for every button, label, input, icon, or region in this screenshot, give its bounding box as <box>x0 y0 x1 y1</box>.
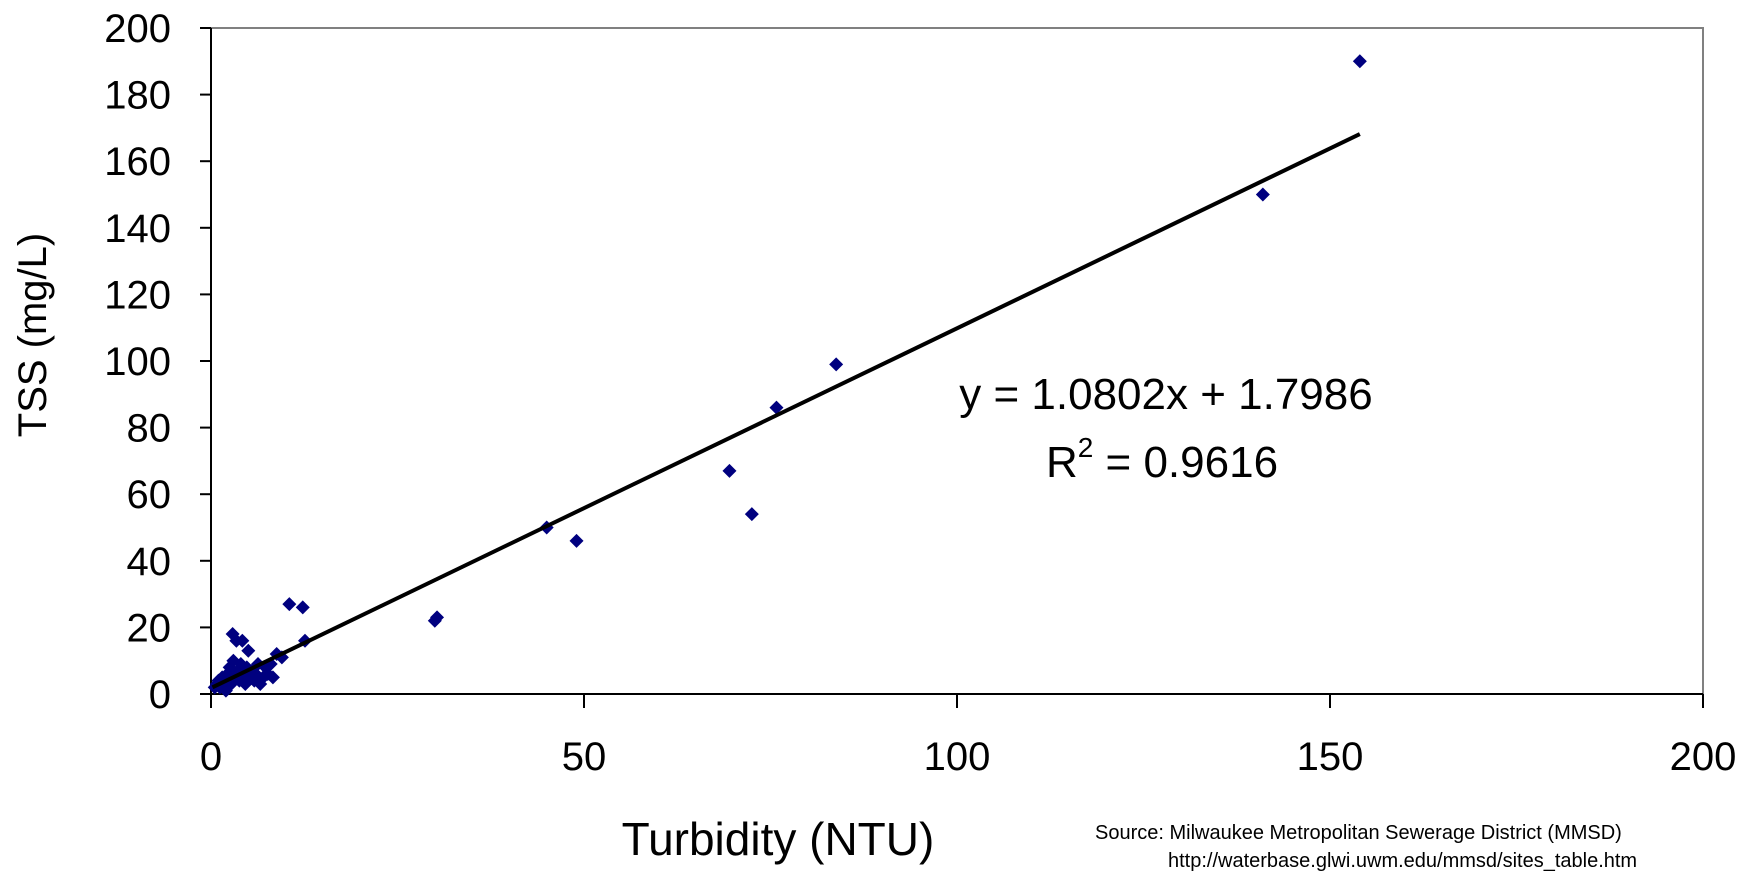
plot-area-border <box>210 27 1704 695</box>
trendline <box>211 132 1361 690</box>
data-point <box>829 357 844 372</box>
data-point <box>769 400 784 415</box>
data-point <box>241 643 256 658</box>
x-axis-label: Turbidity (NTU) <box>622 813 935 865</box>
y-tick-label: 180 <box>104 74 171 118</box>
r-squared-superscript: 2 <box>1078 432 1094 463</box>
data-point <box>430 610 445 625</box>
trendline-equation: y = 1.0802x + 1.7986 <box>959 370 1372 419</box>
y-tick-label: 140 <box>104 207 171 251</box>
source-note: Source: Milwaukee Metropolitan Sewerage … <box>1095 822 1622 844</box>
x-tick-label: 200 <box>1670 735 1737 779</box>
data-point <box>282 597 297 612</box>
data-point <box>265 670 280 685</box>
source-url: http://waterbase.glwi.uwm.edu/mmsd/sites… <box>1168 850 1638 872</box>
data-point <box>248 667 263 682</box>
y-tick-label: 0 <box>149 673 171 717</box>
data-point <box>722 463 737 478</box>
r-squared-value: = 0.9616 <box>1093 438 1278 487</box>
linear-fit-line <box>211 132 1361 690</box>
y-tick-label: 40 <box>127 540 172 584</box>
y-tick-label: 80 <box>127 407 172 451</box>
data-point <box>744 507 759 522</box>
plot-frame <box>210 27 1704 695</box>
x-tick-label: 0 <box>200 735 222 779</box>
y-tick-label: 200 <box>104 7 171 51</box>
data-point <box>295 600 310 615</box>
y-tick-label: 120 <box>104 273 171 317</box>
y-tick-label: 20 <box>127 606 172 650</box>
x-tick-label: 100 <box>924 735 991 779</box>
y-tick-label: 100 <box>104 340 171 384</box>
y-tick-label: 160 <box>104 140 171 184</box>
y-axis-label: TSS (mg/L) <box>11 233 55 437</box>
data-point <box>1255 187 1270 202</box>
data-point <box>1352 54 1367 69</box>
r-squared-label: R2 = 0.9616 <box>1046 432 1278 487</box>
r-symbol: R <box>1046 438 1078 487</box>
y-tick-label: 60 <box>127 473 172 517</box>
x-tick-label: 150 <box>1297 735 1364 779</box>
data-point <box>235 633 250 648</box>
data-point <box>569 533 584 548</box>
x-tick-label: 50 <box>562 735 607 779</box>
y-axis-ticks: 0 20 40 60 80 100 120 140 160 180 200 <box>104 7 211 717</box>
x-axis-ticks: 0 50 100 150 200 <box>200 694 1737 779</box>
